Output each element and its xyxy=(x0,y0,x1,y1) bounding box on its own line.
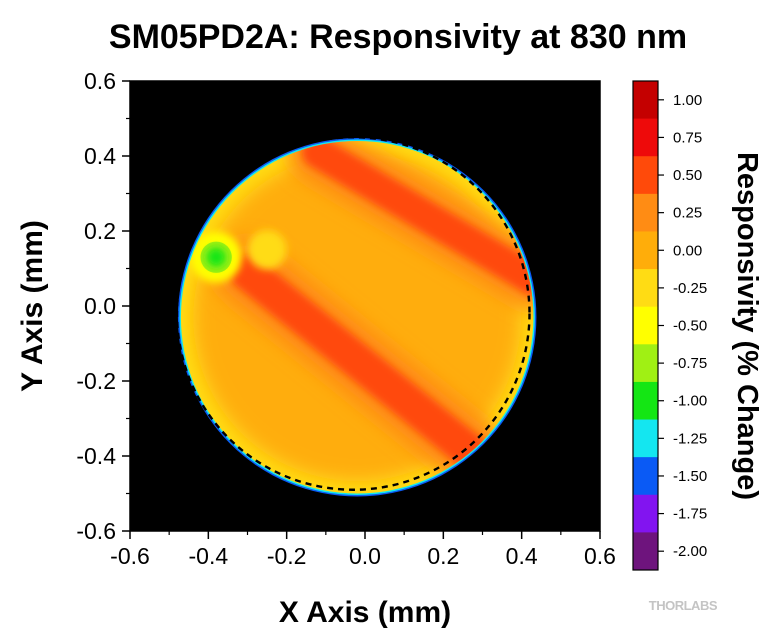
thorlabs-logo: THORLABS xyxy=(649,598,718,613)
colorbar-label: Responsivity (% Change) xyxy=(731,152,763,500)
colorbar-swatch xyxy=(633,118,658,157)
colorbar-swatch xyxy=(633,419,658,458)
colorbar-frame xyxy=(632,80,659,571)
sensor-field xyxy=(180,141,534,486)
colorbar-swatch xyxy=(633,494,658,533)
responsivity-band-1 xyxy=(302,141,534,296)
y-tick-label: 0.0 xyxy=(84,293,116,319)
x-tick-label: 0.0 xyxy=(349,543,381,569)
colorbar-tick-label: 0.00 xyxy=(673,242,702,259)
y-tick-label: -0.4 xyxy=(76,443,116,469)
colorbar-tick-label: 0.25 xyxy=(673,205,702,222)
colorbar-swatch xyxy=(633,532,658,571)
x-tick-label: -0.6 xyxy=(110,543,150,569)
heatmap-field xyxy=(175,136,537,497)
colorbar-tick-label: -1.75 xyxy=(673,506,707,523)
y-tick-label: 0.6 xyxy=(84,68,116,94)
colorbar-tick-label: -1.25 xyxy=(673,430,707,447)
y-tick-label: -0.2 xyxy=(76,368,116,394)
colorbar-swatch xyxy=(633,156,658,195)
colorbar: 1.00 0.75 0.50 0.25 0.00 -0.25 -0.50 -0.75 -1.00… xyxy=(632,80,707,571)
y-axis: 0.6 0.4 0.2 0.0 -0.2 -0.4 -0.6 xyxy=(76,68,130,544)
responsivity-band-0 xyxy=(229,254,489,470)
y-tick-label: 0.2 xyxy=(84,218,116,244)
y-tick-label: 0.4 xyxy=(84,143,116,169)
colorbar-swatch xyxy=(633,193,658,232)
colorbar-tick-label: -0.25 xyxy=(673,280,707,297)
spot-0 xyxy=(206,247,226,268)
colorbar-swatch xyxy=(633,81,658,120)
x-tick-label: 0.4 xyxy=(506,543,538,569)
colorbar-tick-label: 0.50 xyxy=(673,167,702,184)
x-axis: -0.6 -0.4 -0.2 0.0 0.2 0.4 0.6 xyxy=(110,531,616,569)
colorbar-tick-label: -1.00 xyxy=(673,393,707,410)
x-axis-label: X Axis (mm) xyxy=(279,596,451,629)
colorbar-swatch xyxy=(633,231,658,270)
y-axis-label: Y Axis (mm) xyxy=(16,220,49,392)
colorbar-tick-label: -0.50 xyxy=(673,318,707,335)
y-tick-label: -0.6 xyxy=(76,518,116,544)
reference-circle xyxy=(175,136,531,491)
colorbar-swatch xyxy=(633,457,658,496)
colorbar-swatch xyxy=(633,306,658,345)
x-tick-label: 0.6 xyxy=(584,543,616,569)
colorbar-tick-label: 1.00 xyxy=(673,92,702,109)
x-tick-label: -0.4 xyxy=(189,543,229,569)
colorbar-tick-label: -2.00 xyxy=(673,543,707,560)
colorbar-swatch xyxy=(633,269,658,308)
colorbar-swatch xyxy=(633,381,658,421)
colorbar-tick-label: 0.75 xyxy=(673,129,702,146)
colorbar-swatch xyxy=(633,344,658,383)
x-tick-label: -0.2 xyxy=(267,543,307,569)
chart-title: SM05PD2A: Responsivity at 830 nm xyxy=(109,18,687,56)
spot-2 xyxy=(247,230,287,270)
colorbar-tick-label: -1.50 xyxy=(673,468,707,485)
colorbar-tick-label: -0.75 xyxy=(673,355,707,372)
x-tick-label: 0.2 xyxy=(427,543,459,569)
